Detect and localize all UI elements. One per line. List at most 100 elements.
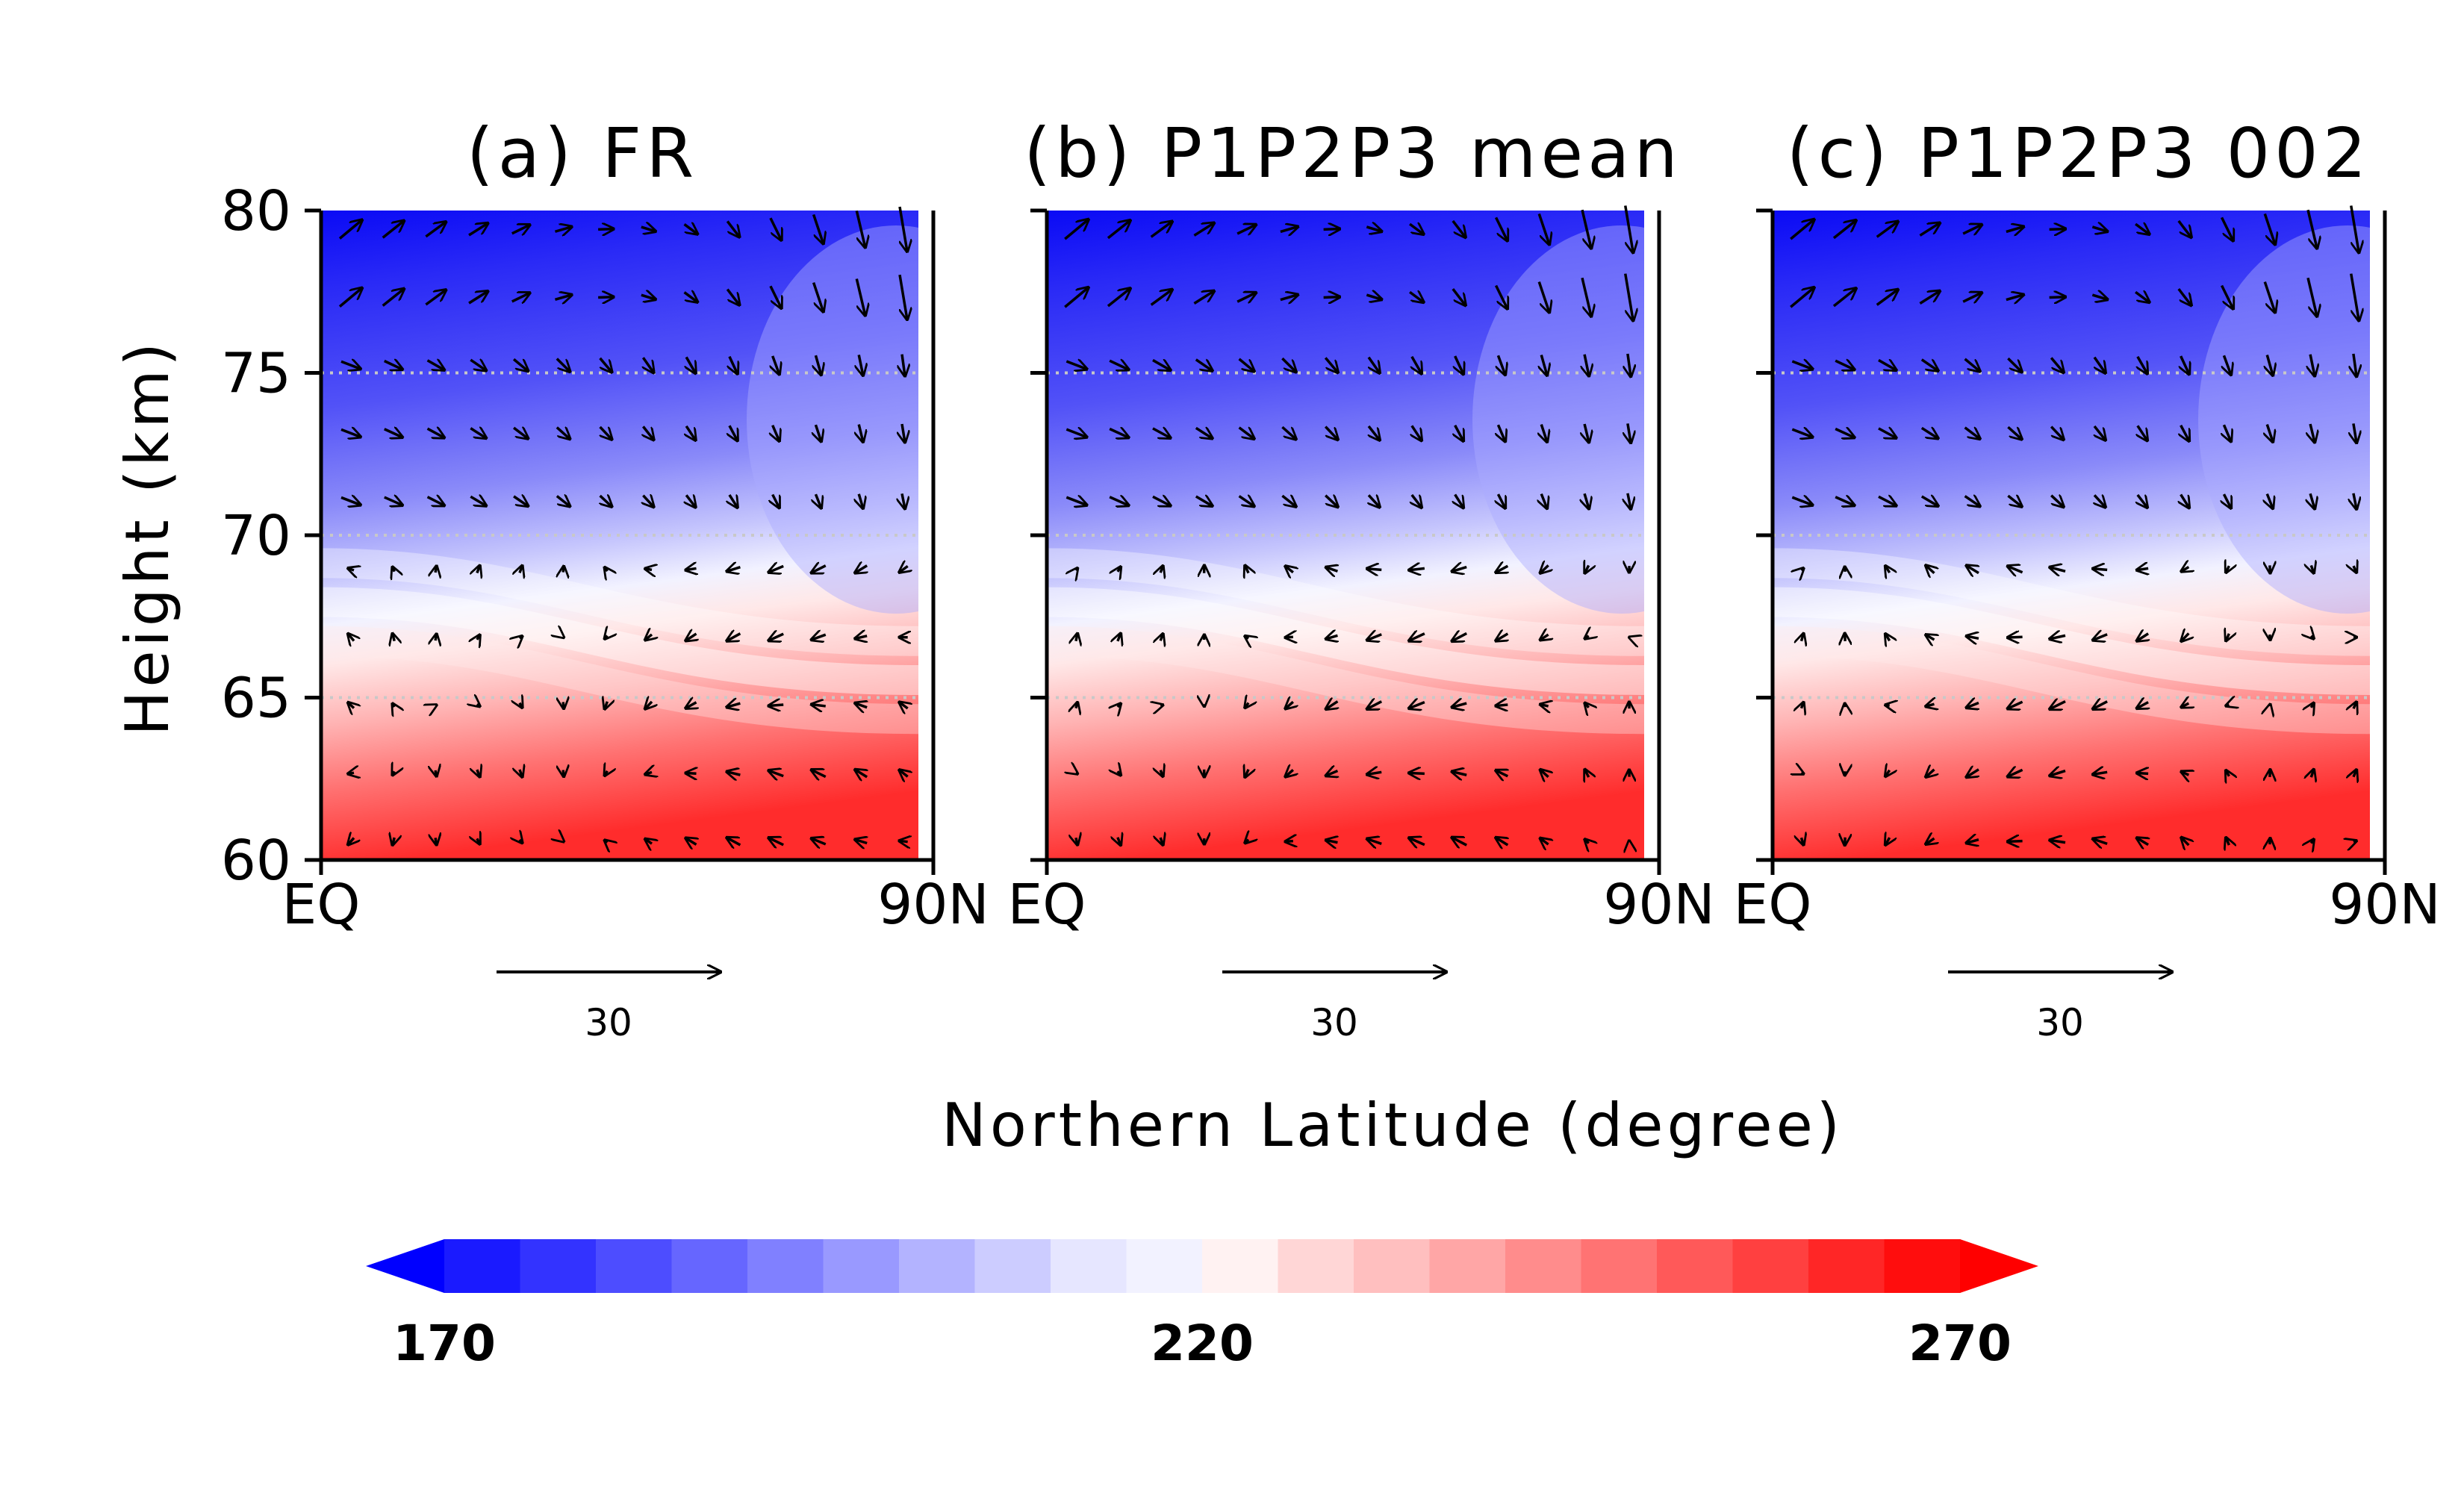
wind-vector xyxy=(1835,361,1855,370)
wind-vector xyxy=(1281,496,1295,507)
wind-vector xyxy=(1118,567,1121,572)
wind-vector xyxy=(470,428,486,438)
wind-vector xyxy=(1326,840,1338,842)
y-tick-label: 75 xyxy=(221,342,291,406)
wind-vector xyxy=(1412,355,1422,374)
wind-vector xyxy=(1236,293,1256,302)
colorbar-segment xyxy=(1051,1239,1127,1293)
wind-vector xyxy=(1801,568,1803,570)
wind-vector xyxy=(1065,429,1086,437)
wind-vector xyxy=(1801,773,1803,774)
wind-vector xyxy=(1920,496,1938,506)
wind-vector xyxy=(1076,838,1077,845)
wind-vector xyxy=(1964,496,1980,507)
contour-band xyxy=(321,587,918,695)
wind-vector xyxy=(898,274,907,320)
wind-vector xyxy=(1581,277,1591,317)
wind-vector xyxy=(768,770,784,776)
wind-vector xyxy=(2353,423,2356,443)
wind-vector xyxy=(855,566,867,573)
wind-vector xyxy=(2181,772,2188,776)
wind-vector xyxy=(1624,205,1634,253)
wind-vector xyxy=(1494,284,1508,309)
wind-vector xyxy=(855,770,867,777)
wind-vector xyxy=(2137,568,2148,570)
wind-vectors xyxy=(1064,205,1634,846)
wind-vector xyxy=(812,213,824,243)
wind-vector xyxy=(554,227,571,232)
wind-vector xyxy=(1452,287,1466,305)
wind-vector xyxy=(426,428,445,437)
wind-vector xyxy=(1498,355,1505,375)
x-tick-label: 90N xyxy=(877,873,989,937)
wind-vector xyxy=(685,702,696,708)
wind-vector xyxy=(1409,634,1425,641)
wind-vector xyxy=(1801,838,1803,845)
wind-vector xyxy=(1238,496,1254,507)
wind-vector xyxy=(348,838,354,844)
colorbar-label: 220 xyxy=(1151,1315,1254,1372)
wind-vector xyxy=(1962,225,1982,234)
wind-vector xyxy=(435,566,437,573)
wind-vector xyxy=(468,291,488,305)
wind-vector xyxy=(2137,838,2148,844)
wind-vector xyxy=(729,355,738,374)
wind-vector xyxy=(1964,358,1980,372)
wind-vector xyxy=(1369,495,1380,507)
y-tick-label: 70 xyxy=(221,504,291,568)
wind-vector xyxy=(1367,569,1382,570)
wind-vector xyxy=(1193,223,1214,237)
wind-vector xyxy=(1409,224,1424,234)
wind-vector xyxy=(855,840,867,844)
wind-vector xyxy=(2050,496,2064,507)
wind-vector xyxy=(1496,566,1508,573)
wind-vector xyxy=(812,635,827,640)
colorbar-max-extension xyxy=(1960,1239,2038,1293)
wind-vector xyxy=(643,357,653,373)
wind-vector xyxy=(2008,841,2023,842)
contour-band xyxy=(1047,587,1644,695)
colorbar-segment xyxy=(1354,1239,1430,1293)
wind-vector xyxy=(2135,292,2150,302)
wind-vector xyxy=(768,566,784,572)
wind-vector xyxy=(1076,702,1077,708)
wind-vector xyxy=(2270,770,2271,777)
colorbar-segment xyxy=(671,1239,748,1293)
wind-vector xyxy=(1160,566,1163,573)
panel-1: 60 65 70 75 80 EQ 90N (a) FR 30 xyxy=(221,113,989,1044)
x-tick-label: 90N xyxy=(2329,873,2441,937)
wind-vector xyxy=(2311,703,2314,708)
wind-vector xyxy=(1496,838,1508,845)
wind-vector xyxy=(2008,566,2023,572)
wind-vector xyxy=(1926,770,1934,777)
x-tick-label: EQ xyxy=(1733,873,1811,937)
wind-vector xyxy=(1245,565,1248,573)
wind-vector xyxy=(2007,496,2021,507)
wind-vector xyxy=(426,361,445,370)
wind-vector xyxy=(2093,839,2108,844)
wind-vector xyxy=(1878,428,1897,438)
wind-vector xyxy=(1885,634,1890,640)
wind-vector xyxy=(2353,770,2356,777)
wind-vector xyxy=(2311,839,2314,843)
wind-vector xyxy=(641,227,656,231)
wind-vector xyxy=(1628,493,1631,509)
wind-vector xyxy=(1964,426,1980,439)
wind-vector xyxy=(1326,567,1338,571)
wind-vector xyxy=(393,838,395,845)
wind-vector xyxy=(520,566,523,573)
wind-vector xyxy=(2224,493,2231,508)
wind-vector xyxy=(2306,209,2317,249)
wind-vector xyxy=(605,771,608,776)
wind-vector xyxy=(348,702,354,708)
wind-vector xyxy=(2226,634,2229,641)
wind-vector xyxy=(769,217,782,240)
wind-vector xyxy=(2094,425,2106,440)
wind-vector xyxy=(2050,635,2066,639)
wind-vector xyxy=(727,772,741,775)
wind-vector xyxy=(1581,209,1591,249)
wind-vector xyxy=(1160,770,1163,776)
wind-vector xyxy=(1920,358,1938,371)
wind-vector xyxy=(2181,703,2188,707)
wind-vector xyxy=(812,705,826,706)
